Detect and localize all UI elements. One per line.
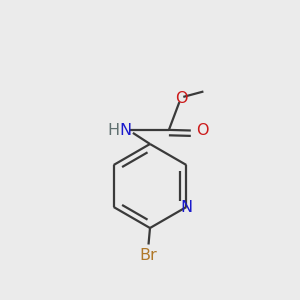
Text: H: H (107, 123, 119, 138)
Text: O: O (175, 91, 187, 106)
Text: N: N (119, 123, 131, 138)
Text: O: O (196, 123, 208, 138)
Text: N: N (180, 200, 192, 214)
Text: Br: Br (140, 248, 158, 262)
